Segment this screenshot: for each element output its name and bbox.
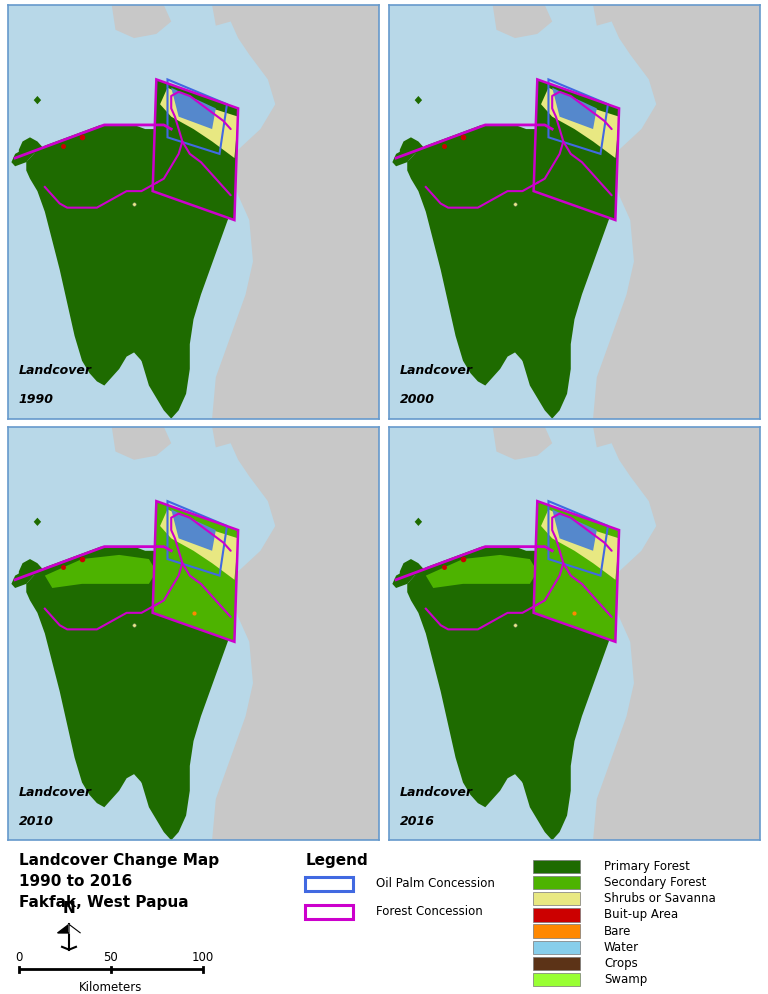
Text: Forest Concession: Forest Concession bbox=[376, 906, 483, 918]
Polygon shape bbox=[212, 426, 230, 447]
Text: Landcover: Landcover bbox=[19, 364, 92, 378]
Polygon shape bbox=[12, 572, 30, 588]
Polygon shape bbox=[141, 757, 167, 795]
Polygon shape bbox=[522, 757, 548, 795]
Polygon shape bbox=[534, 80, 619, 220]
Polygon shape bbox=[45, 555, 157, 588]
Polygon shape bbox=[119, 683, 127, 696]
Text: 2010: 2010 bbox=[19, 815, 54, 828]
Polygon shape bbox=[552, 87, 597, 129]
Text: Swamp: Swamp bbox=[604, 973, 647, 986]
Polygon shape bbox=[541, 509, 619, 580]
Polygon shape bbox=[112, 426, 171, 460]
Polygon shape bbox=[493, 426, 552, 460]
Polygon shape bbox=[212, 426, 379, 840]
Polygon shape bbox=[593, 426, 611, 447]
Text: Shrubs or Savanna: Shrubs or Savanna bbox=[604, 893, 716, 906]
Polygon shape bbox=[26, 547, 234, 840]
Polygon shape bbox=[34, 518, 41, 526]
Polygon shape bbox=[415, 518, 422, 526]
Text: 1990: 1990 bbox=[19, 394, 54, 407]
Text: Landcover: Landcover bbox=[19, 786, 92, 799]
Text: 2000: 2000 bbox=[400, 394, 435, 407]
Polygon shape bbox=[500, 261, 508, 273]
Text: Crops: Crops bbox=[604, 957, 637, 970]
Text: 50: 50 bbox=[104, 950, 118, 964]
Polygon shape bbox=[500, 683, 508, 696]
Polygon shape bbox=[69, 924, 80, 932]
Polygon shape bbox=[171, 509, 216, 551]
FancyBboxPatch shape bbox=[306, 877, 353, 891]
Polygon shape bbox=[19, 559, 45, 583]
Polygon shape bbox=[119, 261, 127, 273]
Polygon shape bbox=[400, 559, 425, 583]
FancyBboxPatch shape bbox=[533, 892, 581, 906]
Polygon shape bbox=[593, 426, 760, 840]
Polygon shape bbox=[160, 87, 238, 158]
Polygon shape bbox=[141, 336, 167, 373]
Polygon shape bbox=[504, 278, 511, 290]
Polygon shape bbox=[522, 336, 548, 373]
Text: Water: Water bbox=[604, 940, 639, 953]
FancyBboxPatch shape bbox=[533, 940, 581, 954]
Polygon shape bbox=[552, 509, 597, 551]
Polygon shape bbox=[593, 5, 611, 26]
Text: Bare: Bare bbox=[604, 924, 631, 937]
Polygon shape bbox=[593, 5, 760, 418]
Text: Landcover: Landcover bbox=[400, 786, 473, 799]
Text: Kilometers: Kilometers bbox=[79, 981, 143, 994]
Polygon shape bbox=[407, 125, 615, 418]
FancyBboxPatch shape bbox=[533, 973, 581, 986]
FancyBboxPatch shape bbox=[533, 956, 581, 970]
Polygon shape bbox=[153, 80, 238, 220]
Text: Primary Forest: Primary Forest bbox=[604, 860, 690, 873]
Text: Oil Palm Concession: Oil Palm Concession bbox=[376, 877, 495, 890]
Polygon shape bbox=[58, 924, 69, 932]
Polygon shape bbox=[212, 5, 379, 418]
Polygon shape bbox=[400, 137, 425, 162]
Polygon shape bbox=[160, 509, 238, 580]
Polygon shape bbox=[12, 150, 30, 166]
Polygon shape bbox=[534, 501, 619, 642]
Polygon shape bbox=[171, 87, 216, 129]
Polygon shape bbox=[123, 700, 131, 712]
FancyBboxPatch shape bbox=[533, 860, 581, 873]
Text: Landcover: Landcover bbox=[400, 364, 473, 378]
Text: N: N bbox=[63, 901, 75, 915]
Polygon shape bbox=[34, 96, 41, 104]
Polygon shape bbox=[415, 96, 422, 104]
Text: 0: 0 bbox=[15, 950, 22, 964]
Polygon shape bbox=[493, 5, 552, 38]
Polygon shape bbox=[112, 5, 171, 38]
Text: Legend: Legend bbox=[306, 853, 368, 868]
Polygon shape bbox=[504, 700, 511, 712]
Polygon shape bbox=[425, 555, 538, 588]
Polygon shape bbox=[26, 125, 234, 418]
Text: 100: 100 bbox=[192, 950, 214, 964]
Polygon shape bbox=[392, 150, 411, 166]
Polygon shape bbox=[153, 501, 238, 642]
FancyBboxPatch shape bbox=[533, 909, 581, 921]
FancyBboxPatch shape bbox=[533, 924, 581, 937]
Polygon shape bbox=[541, 87, 619, 158]
Text: Buit-up Area: Buit-up Area bbox=[604, 909, 678, 921]
Polygon shape bbox=[392, 572, 411, 588]
Polygon shape bbox=[19, 137, 45, 162]
FancyBboxPatch shape bbox=[533, 876, 581, 890]
Polygon shape bbox=[407, 547, 615, 840]
Polygon shape bbox=[212, 5, 230, 26]
Text: Landcover Change Map
1990 to 2016
Fakfak, West Papua: Landcover Change Map 1990 to 2016 Fakfak… bbox=[19, 853, 219, 910]
Text: Secondary Forest: Secondary Forest bbox=[604, 876, 707, 889]
Text: 2016: 2016 bbox=[400, 815, 435, 828]
Polygon shape bbox=[123, 278, 131, 290]
FancyBboxPatch shape bbox=[306, 905, 353, 918]
